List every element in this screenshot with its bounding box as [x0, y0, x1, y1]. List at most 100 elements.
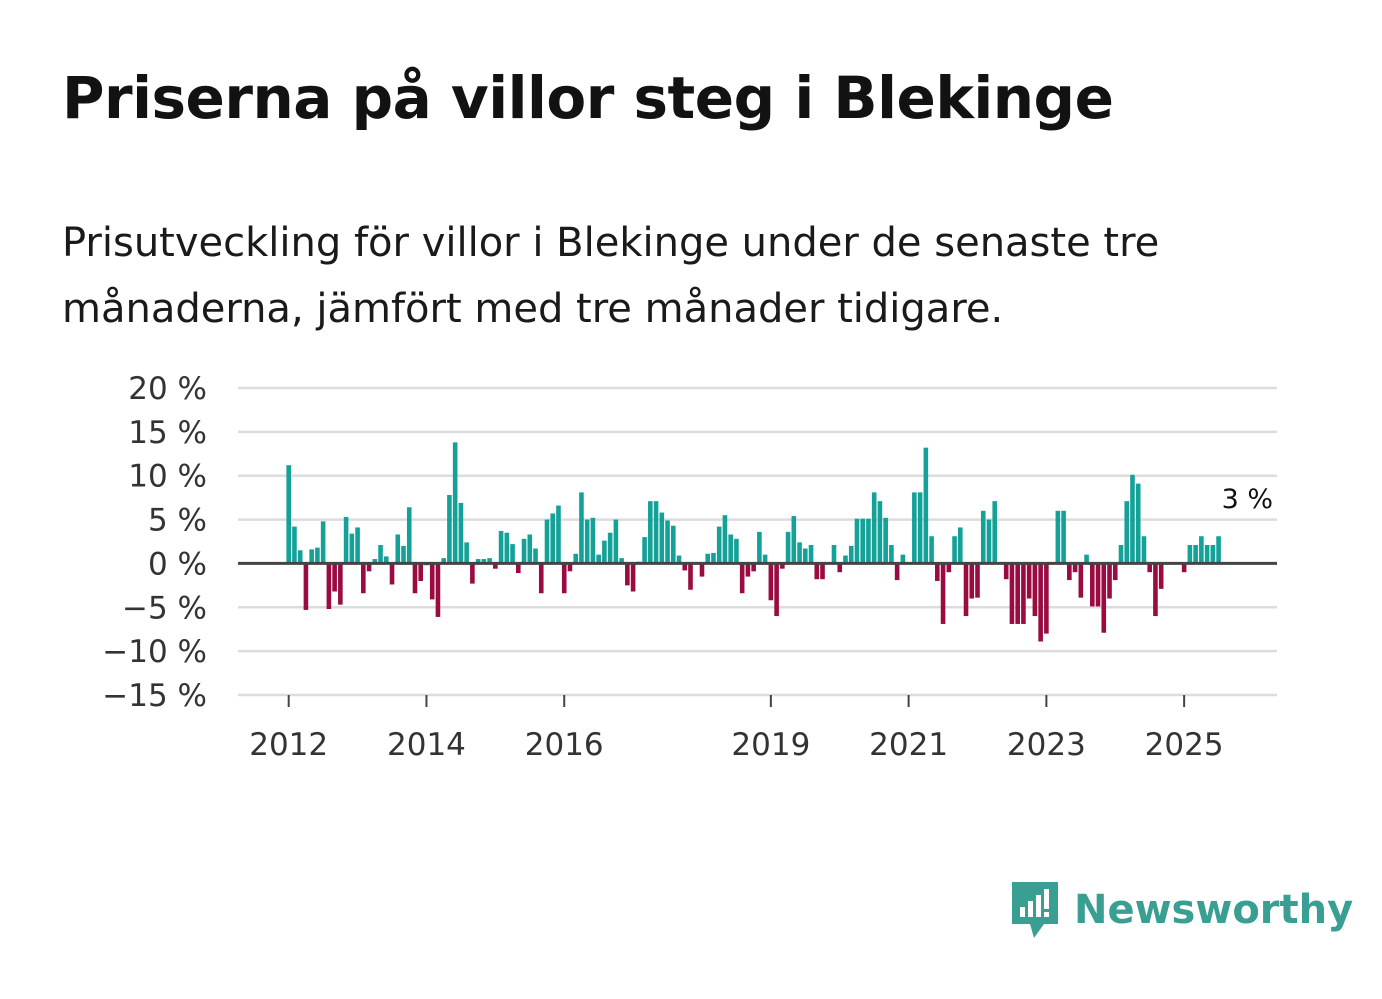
bar	[1199, 536, 1204, 564]
bar	[1032, 563, 1038, 617]
bar	[757, 531, 762, 564]
bar	[808, 545, 814, 564]
bar	[1084, 554, 1089, 564]
bar	[1141, 536, 1147, 564]
bar	[969, 563, 975, 599]
bar	[389, 563, 395, 585]
bar	[521, 538, 527, 564]
bar	[458, 502, 464, 564]
bar	[877, 501, 883, 564]
bar	[894, 563, 900, 581]
bar	[751, 563, 756, 572]
y-tick-label: 5 %	[148, 503, 207, 539]
newsworthy-logo-icon	[1012, 882, 1058, 938]
bar	[573, 553, 578, 564]
bar	[320, 521, 326, 564]
bar	[418, 563, 424, 581]
bar	[688, 563, 693, 590]
bar	[1216, 536, 1221, 564]
bar	[957, 527, 963, 564]
bar	[607, 532, 613, 564]
bar	[917, 492, 923, 564]
bar	[1135, 483, 1141, 564]
y-tick-label: −5 %	[122, 590, 207, 626]
bar	[1021, 563, 1026, 624]
bar	[326, 563, 332, 610]
last-value-label: 3 %	[1222, 484, 1273, 515]
bar	[1181, 563, 1187, 573]
bar	[1015, 563, 1020, 624]
y-tick-label: −10 %	[102, 634, 207, 670]
bar	[699, 563, 705, 577]
bar	[722, 515, 728, 564]
bar	[584, 519, 590, 564]
bar	[940, 563, 946, 624]
bar	[831, 545, 837, 564]
x-tick-label: 2019	[731, 727, 810, 763]
bar	[762, 554, 768, 564]
newsworthy-logo[interactable]: Newsworthy	[1010, 878, 1353, 942]
bar	[716, 526, 722, 564]
bar	[860, 518, 865, 564]
bar	[338, 563, 343, 605]
bar	[343, 516, 349, 564]
bar	[866, 518, 871, 564]
bar	[1130, 474, 1135, 564]
bar	[1078, 563, 1084, 598]
bar	[711, 552, 716, 564]
bar	[475, 559, 481, 564]
x-tick-label: 2014	[387, 727, 466, 763]
bar	[963, 563, 969, 617]
bar	[625, 563, 630, 586]
bar	[315, 547, 320, 564]
bar	[665, 520, 670, 564]
bar	[912, 492, 917, 564]
bar	[734, 538, 739, 564]
bar	[1118, 545, 1124, 564]
y-tick-label: 20 %	[128, 371, 207, 407]
bar	[791, 516, 797, 564]
bar	[349, 533, 355, 564]
bar	[533, 548, 538, 564]
bar	[516, 563, 521, 574]
bar	[1193, 545, 1198, 564]
bar	[883, 517, 888, 564]
bar	[303, 563, 309, 610]
bar	[429, 563, 435, 600]
bar	[447, 495, 452, 564]
x-tick-label: 2023	[1007, 727, 1086, 763]
bar	[728, 534, 733, 564]
bar	[590, 517, 596, 564]
bar	[935, 563, 940, 581]
bar	[1210, 545, 1216, 564]
bar	[372, 559, 378, 564]
bar	[854, 518, 860, 564]
x-tick-label: 2012	[249, 727, 328, 763]
bar	[493, 563, 498, 569]
x-tick-label: 2021	[869, 727, 948, 763]
bar	[642, 537, 647, 564]
bar	[481, 559, 487, 564]
bar	[441, 558, 446, 564]
bar	[309, 549, 314, 564]
bar	[739, 563, 745, 594]
bar	[745, 563, 751, 577]
bar	[561, 563, 567, 594]
bar	[653, 501, 659, 564]
bar	[579, 492, 584, 564]
bar	[332, 563, 337, 592]
bar	[986, 519, 992, 564]
annotations: 3 %	[1217, 478, 1278, 517]
bar	[682, 563, 688, 571]
bar	[556, 505, 561, 564]
bar	[774, 563, 779, 617]
bar	[412, 563, 418, 594]
y-tick-label: 15 %	[128, 415, 207, 451]
bar	[378, 545, 383, 564]
bar	[504, 532, 510, 564]
bar	[395, 534, 401, 564]
bar	[470, 563, 475, 584]
bar	[1026, 563, 1032, 599]
bar	[292, 526, 297, 564]
bar	[1003, 563, 1009, 580]
